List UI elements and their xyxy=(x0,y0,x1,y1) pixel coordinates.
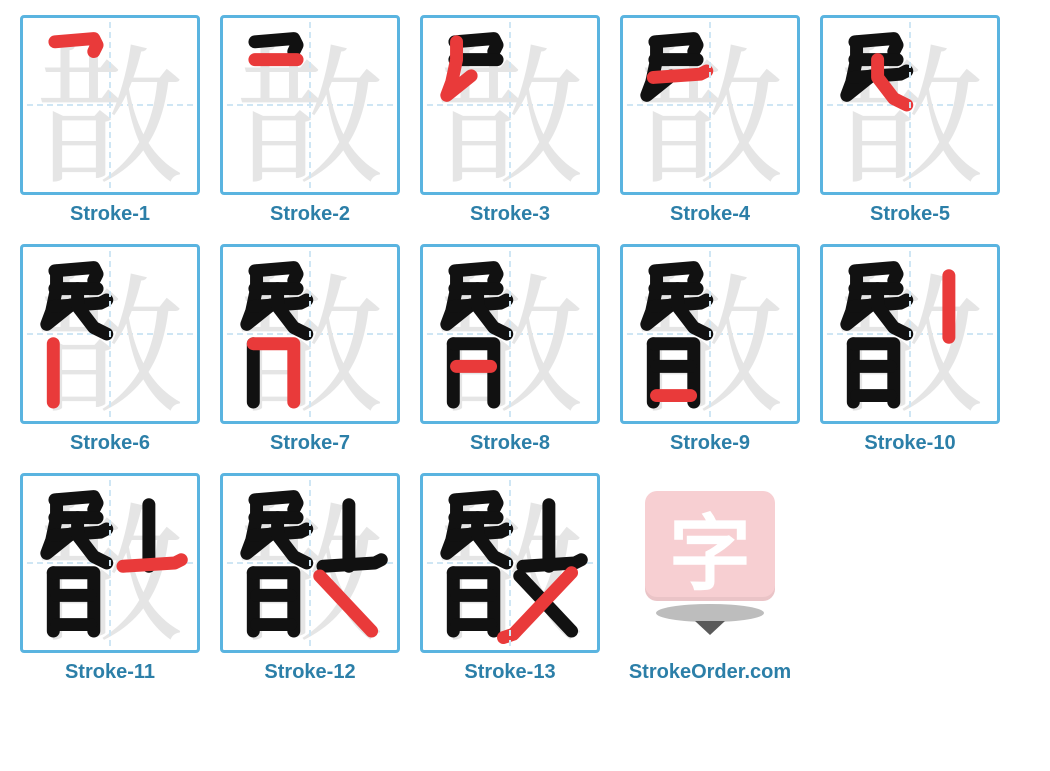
stroke-order-grid: 㪚 Stroke-1 㪚 Stroke-2 㪚 Stroke-3 㪚 Stroke-4 㪚 Str… xyxy=(20,15,1030,684)
stroke-label: Stroke-4 xyxy=(620,203,800,226)
stroke-svg xyxy=(629,253,791,415)
stroke-svg xyxy=(29,253,191,415)
stroke-label: Stroke-7 xyxy=(220,432,400,455)
stroke-tile: 㪚 xyxy=(420,473,600,653)
stroke-svg xyxy=(829,24,991,186)
stroke-label: Stroke-10 xyxy=(820,432,1000,455)
stroke-svg xyxy=(29,24,191,186)
stroke-tile: 㪚 xyxy=(20,473,200,653)
stroke-cell: 㪚 Stroke-10 xyxy=(820,244,1000,455)
stroke-cell: 㪚 Stroke-13 xyxy=(420,473,600,684)
stroke-cell: 㪚 Stroke-6 xyxy=(20,244,200,455)
stroke-label: Stroke-1 xyxy=(20,203,200,226)
stroke-svg xyxy=(429,253,591,415)
stroke-label: Stroke-8 xyxy=(420,432,600,455)
stroke-cell: 㪚 Stroke-3 xyxy=(420,15,600,226)
stroke-tile: 㪚 xyxy=(820,244,1000,424)
stroke-cell: 㪚 Stroke-11 xyxy=(20,473,200,684)
brand-logo: 字 xyxy=(620,473,800,653)
stroke-svg xyxy=(429,482,591,644)
stroke-label: Stroke-2 xyxy=(220,203,400,226)
stroke-label: Stroke-5 xyxy=(820,203,1000,226)
stroke-label: Stroke-11 xyxy=(20,661,200,684)
stroke-tile: 㪚 xyxy=(220,15,400,195)
stroke-svg xyxy=(429,24,591,186)
stroke-svg xyxy=(229,482,391,644)
stroke-cell: 㪚 Stroke-9 xyxy=(620,244,800,455)
stroke-cell: 㪚 Stroke-4 xyxy=(620,15,800,226)
stroke-cell: 㪚 Stroke-5 xyxy=(820,15,1000,226)
stroke-tile: 㪚 xyxy=(420,244,600,424)
stroke-tile: 㪚 xyxy=(820,15,1000,195)
brand-label: StrokeOrder.com xyxy=(620,661,800,684)
stroke-tile: 㪚 xyxy=(420,15,600,195)
stroke-cell: 㪚 Stroke-1 xyxy=(20,15,200,226)
stroke-cell: 㪚 Stroke-7 xyxy=(220,244,400,455)
stroke-svg xyxy=(229,24,391,186)
stroke-tile: 㪚 xyxy=(220,473,400,653)
stroke-tile: 㪚 xyxy=(220,244,400,424)
brand-cell: 字 StrokeOrder.com xyxy=(620,473,800,684)
stroke-tile: 㪚 xyxy=(620,244,800,424)
stroke-tile: 㪚 xyxy=(20,15,200,195)
stroke-svg xyxy=(229,253,391,415)
pencil-tip-icon xyxy=(655,603,765,635)
stroke-cell: 㪚 Stroke-8 xyxy=(420,244,600,455)
stroke-label: Stroke-9 xyxy=(620,432,800,455)
stroke-tile: 㪚 xyxy=(620,15,800,195)
stroke-svg xyxy=(629,24,791,186)
stroke-svg xyxy=(829,253,991,415)
stroke-cell: 㪚 Stroke-12 xyxy=(220,473,400,684)
stroke-label: Stroke-6 xyxy=(20,432,200,455)
stroke-svg xyxy=(29,482,191,644)
stroke-label: Stroke-13 xyxy=(420,661,600,684)
brand-badge: 字 xyxy=(645,491,775,601)
stroke-label: Stroke-3 xyxy=(420,203,600,226)
stroke-tile: 㪚 xyxy=(20,244,200,424)
stroke-label: Stroke-12 xyxy=(220,661,400,684)
stroke-cell: 㪚 Stroke-2 xyxy=(220,15,400,226)
